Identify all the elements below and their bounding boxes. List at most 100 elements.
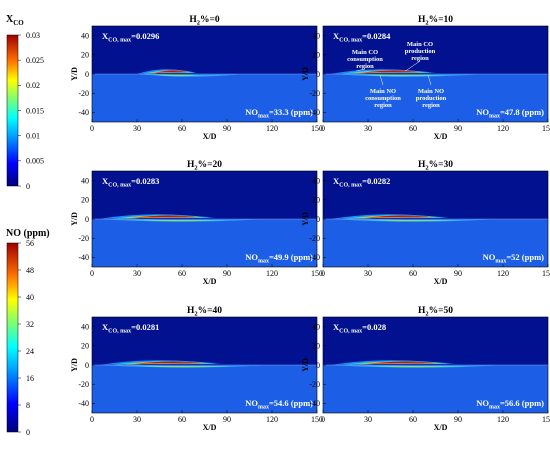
x-tick-label: 0 (321, 124, 325, 133)
xco-field (92, 26, 317, 74)
x-tick-label: 90 (454, 415, 462, 424)
region-label-line: region (411, 55, 429, 62)
panel-title: H2%=40 (187, 306, 222, 318)
colorbar-tick-label: 0 (26, 182, 30, 191)
panel-title: H2%=30 (418, 160, 453, 172)
y-tick-label: 20 (312, 342, 320, 351)
region-label-line: region (374, 102, 392, 109)
y-axis-label: Y/D (70, 212, 79, 226)
no-core-contour (371, 219, 449, 221)
contour-panel-h2-50: 40200-20-400306090120150X/DY/DH2%=50XCO,… (301, 306, 550, 432)
y-tick-label: 0 (316, 215, 320, 224)
region-label-line: consumption (347, 56, 383, 63)
region-label-line: consumption (365, 95, 401, 102)
x-axis-label: X/D (434, 132, 448, 141)
colorbar-tick-label: 16 (26, 374, 34, 383)
y-tick-label: -20 (309, 234, 320, 243)
no-field (323, 219, 548, 267)
no-core-contour (142, 365, 221, 367)
colorbar-no: NO (ppm)56 48 40 32 24 16 8 0 (6, 228, 50, 437)
y-axis-label: Y/D (301, 358, 310, 372)
xco-field (92, 171, 317, 219)
colorbar-title: NO (ppm) (6, 228, 50, 239)
y-tick-label: -40 (78, 253, 89, 262)
y-tick-label: 20 (312, 196, 320, 205)
y-tick-label: 0 (85, 70, 89, 79)
x-tick-label: 120 (266, 124, 278, 133)
y-tick-label: 40 (312, 176, 320, 185)
no-max-label: NOmax=56.6 (ppm) (476, 398, 544, 411)
x-tick-label: 30 (133, 415, 141, 424)
x-axis-label: X/D (203, 423, 217, 432)
x-tick-label: 150 (311, 269, 323, 278)
region-label-line: region (356, 63, 374, 70)
colorbar-tick-label: 0.015 (26, 106, 44, 115)
x-axis-label: X/D (203, 277, 217, 286)
region-pointer (355, 68, 366, 72)
no-core-contour (367, 74, 436, 76)
x-tick-label: 90 (454, 269, 462, 278)
x-tick-label: 30 (133, 124, 141, 133)
colorbar-tick-label: 0.005 (26, 157, 44, 166)
flame-contours (92, 214, 317, 222)
y-tick-label: 40 (81, 322, 89, 331)
y-tick-label: 0 (85, 361, 89, 370)
x-tick-label: 150 (542, 124, 550, 133)
colorbar-tick-label: 48 (26, 266, 34, 275)
no-field (323, 74, 548, 122)
x-tick-label: 90 (223, 124, 231, 133)
xco-max-label: XCO, max=0.0282 (333, 176, 390, 189)
xco-max-label: XCO, max=0.0296 (102, 31, 159, 44)
y-tick-label: -20 (78, 234, 89, 243)
y-tick-label: 0 (316, 361, 320, 370)
no-field (92, 219, 317, 267)
panel-title: H2%=20 (187, 160, 222, 172)
xco-field (323, 171, 548, 219)
x-axis-label: X/D (203, 132, 217, 141)
xco-field (92, 317, 317, 365)
co-peak-contour (133, 361, 202, 364)
y-tick-label: -40 (309, 108, 320, 117)
colorbar-tick-label: 0.025 (26, 56, 44, 65)
x-tick-label: 30 (364, 269, 372, 278)
colorbar-tick-label: 56 (26, 239, 34, 248)
y-tick-label: 0 (316, 70, 320, 79)
colorbar-tick-label: 0.02 (26, 81, 40, 90)
x-tick-label: 0 (90, 269, 94, 278)
y-tick-label: 40 (81, 31, 89, 40)
co-peak-contour (153, 70, 188, 73)
x-axis-label: X/D (434, 423, 448, 432)
colorbar-tick-label: 0 (26, 428, 30, 437)
x-tick-label: 30 (364, 124, 372, 133)
flame-contours (92, 360, 317, 368)
x-tick-label: 120 (266, 415, 278, 424)
xco-max-label: XCO, max=0.028 (333, 322, 386, 335)
contour-panel-h2-30: 40200-20-400306090120150X/DY/DH2%=30XCO,… (301, 160, 550, 286)
y-tick-label: 20 (81, 51, 89, 60)
panel-title: H2%=50 (418, 306, 453, 318)
region-label-line: region (422, 102, 440, 109)
region-label-line: Main CO (352, 49, 378, 56)
flame-contours (323, 360, 548, 368)
y-tick-label: -20 (309, 380, 320, 389)
no-core-contour (374, 365, 455, 367)
x-axis-label: X/D (434, 277, 448, 286)
contour-panel-h2-10: 40200-20-400306090120150X/DY/DH2%=10XCO,… (301, 15, 550, 141)
colorbar-tick-label: 0.03 (26, 31, 40, 40)
panel-title: H2%=10 (418, 15, 453, 27)
colorbar-gradient (6, 34, 19, 187)
colorbar-gradient (6, 242, 19, 433)
x-tick-label: 120 (497, 124, 509, 133)
colorbar-tick-label: 8 (26, 401, 30, 410)
region-label-line: Main NO (370, 88, 396, 95)
x-tick-label: 120 (497, 269, 509, 278)
x-tick-label: 150 (542, 415, 550, 424)
panel-title: H2%=0 (189, 15, 220, 27)
